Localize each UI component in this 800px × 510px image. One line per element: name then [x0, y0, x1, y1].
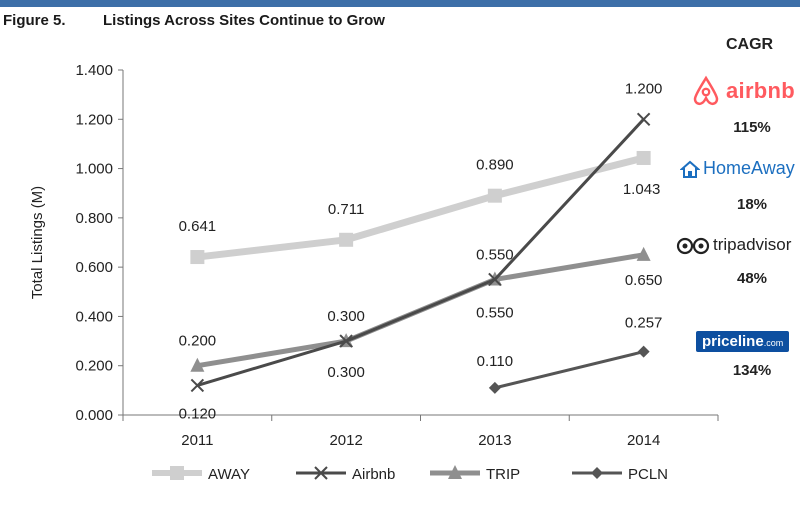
legend-item-airbnb: Airbnb [296, 466, 395, 483]
airbnb-cagr-value: 115% [733, 119, 771, 136]
priceline-logo: priceline.com [696, 331, 790, 352]
legend-label: TRIP [486, 466, 520, 483]
figure-title: Figure 5. Listings Across Sites Continue … [3, 12, 385, 29]
legend-item-pcln: PCLN [572, 466, 668, 483]
x-mark-stroke [488, 272, 502, 287]
x-mark-stroke [190, 378, 205, 393]
tripadvisor-logo: tripadvisor [676, 235, 791, 255]
homeaway-cagr-value: 18% [736, 196, 768, 213]
data-point-triangle [448, 465, 462, 479]
data-point-x [339, 334, 353, 348]
data-point-diamond [488, 381, 501, 394]
figure-title-text: Listings Across Sites Continue to Grow [103, 12, 385, 29]
data-label-airbnb: 1.200 [625, 80, 663, 97]
y-tick-label: 1.400 [75, 62, 113, 79]
series-line-away [196, 154, 645, 261]
figure-number: Figure 5. [3, 12, 66, 29]
x-mark-stroke [339, 334, 353, 348]
airbnb-logo-text: airbnb [726, 78, 796, 103]
priceline-logo-suffix: .com [763, 338, 784, 348]
homeaway-logo: HomeAway [680, 158, 795, 179]
homeaway-logo-text: HomeAway [703, 158, 795, 178]
data-label-airbnb: 0.120 [179, 405, 217, 422]
data-point-x [636, 112, 651, 126]
data-label-away: 0.641 [179, 218, 217, 235]
data-label-trip: 0.200 [179, 333, 217, 350]
chart-data-labels: 0.641 0.711 0.890 1.043 0.120 0.300 0.550 1.200… [179, 80, 663, 422]
data-label-away: 0.890 [476, 157, 514, 174]
chart-series [190, 112, 651, 394]
x-tick-label: 2011 [181, 432, 213, 449]
data-point-triangle [636, 246, 651, 261]
airbnb-logo: airbnb [690, 75, 795, 107]
legend-label: Airbnb [352, 466, 395, 483]
series-line-airbnb [196, 118, 645, 387]
data-label-trip: 0.550 [476, 304, 514, 321]
x-mark-stroke [636, 112, 651, 126]
data-label-trip: 0.300 [327, 364, 365, 381]
data-point-x [488, 272, 502, 287]
chart-legend: AWAY Airbnb TRIP PCLN [152, 465, 668, 483]
data-point-diamond [637, 345, 650, 358]
data-label-airbnb: 0.550 [476, 246, 514, 263]
top-accent-bar [0, 0, 800, 7]
data-label-pcln: 0.257 [625, 315, 663, 332]
cagr-header: CAGR [726, 36, 774, 53]
y-tick-label: 1.200 [75, 111, 113, 128]
x-tick-label: 2013 [478, 432, 511, 449]
data-point-x [314, 466, 328, 480]
x-tick-label: 2012 [329, 432, 362, 449]
data-point-diamond [591, 467, 603, 479]
data-label-away: 0.711 [328, 201, 364, 218]
data-point-square [339, 232, 354, 247]
chart-axes: 0.000 0.200 0.400 0.600 0.800 1.000 1.200 1.400… [29, 62, 719, 449]
tripadvisor-logo-text: tripadvisor [713, 235, 792, 254]
airbnb-belo-icon [693, 75, 719, 106]
legend-item-trip: TRIP [430, 465, 520, 483]
data-point-square [190, 250, 205, 265]
y-tick-label: 0.800 [75, 210, 113, 227]
series-airbnb [190, 112, 651, 393]
y-axis-title: Total Listings (M) [29, 186, 46, 299]
series-pcln [488, 345, 650, 394]
data-label-airbnb: 0.300 [327, 308, 365, 325]
y-tick-label: 0.200 [75, 358, 113, 375]
data-label-trip: 0.650 [625, 272, 663, 289]
series-line-pcln [494, 350, 644, 390]
data-point-square [170, 466, 184, 480]
x-mark-stroke [314, 466, 328, 480]
tripadvisor-cagr-value: 48% [736, 270, 768, 287]
legend-label: PCLN [628, 466, 668, 483]
series-away [190, 150, 651, 265]
data-point-triangle [190, 357, 205, 372]
data-label-pcln: 0.110 [477, 353, 513, 370]
priceline-logo-text: priceline [702, 333, 764, 350]
house-icon [680, 160, 700, 178]
priceline-cagr-value: 134% [732, 362, 772, 379]
owl-eyes-icon [676, 237, 710, 255]
legend-item-away: AWAY [152, 466, 250, 483]
legend-label: AWAY [208, 466, 250, 483]
x-tick-label: 2014 [627, 432, 660, 449]
data-point-square [636, 150, 651, 165]
y-tick-label: 0.000 [75, 407, 113, 424]
data-point-x [190, 378, 205, 393]
data-point-square [487, 188, 502, 203]
y-tick-label: 1.000 [75, 161, 113, 178]
y-tick-label: 0.400 [75, 308, 113, 325]
data-label-away: 1.043 [623, 181, 661, 198]
y-tick-label: 0.600 [75, 259, 113, 276]
